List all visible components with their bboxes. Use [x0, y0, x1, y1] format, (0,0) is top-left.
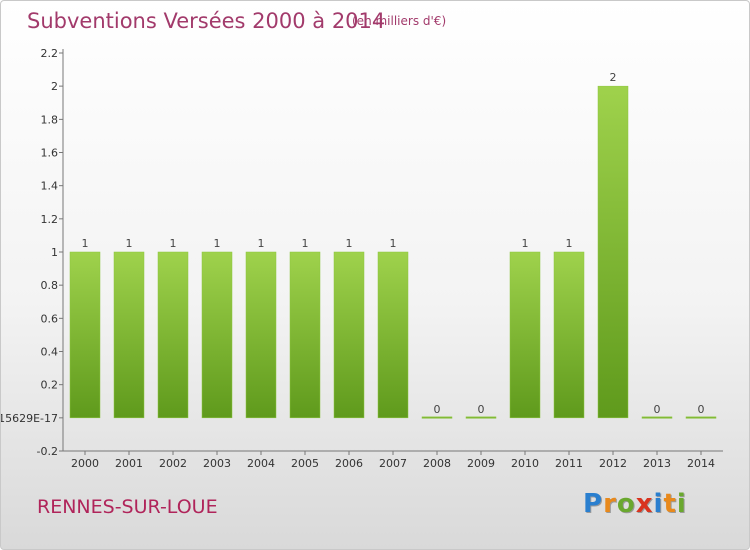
- x-tick-label: 2009: [467, 457, 495, 470]
- y-tick-label: -2.15629E-17: [1, 412, 58, 425]
- bar: [157, 251, 189, 419]
- x-tick-label: 2004: [247, 457, 275, 470]
- bar: [421, 416, 453, 419]
- bar: [553, 251, 585, 419]
- data-label: 1: [82, 237, 89, 250]
- data-label: 0: [698, 403, 705, 416]
- logo-letter: P: [583, 489, 604, 519]
- x-tick-label: 2000: [71, 457, 99, 470]
- data-label: 1: [170, 237, 177, 250]
- data-label: 0: [478, 403, 485, 416]
- bar: [377, 251, 409, 419]
- y-tick-label: 0.4: [41, 346, 59, 359]
- x-tick-label: 2007: [379, 457, 407, 470]
- x-tick-label: 2011: [555, 457, 583, 470]
- data-label: 1: [390, 237, 397, 250]
- bar: [289, 251, 321, 419]
- logo-letter: x: [635, 489, 654, 519]
- logo-letter: r: [603, 489, 617, 519]
- x-tick-label: 2001: [115, 457, 143, 470]
- data-label: 0: [654, 403, 661, 416]
- y-tick-label: 0.6: [41, 312, 59, 325]
- bar: [685, 416, 717, 419]
- y-tick-label: 1: [51, 246, 58, 259]
- data-label: 1: [126, 237, 133, 250]
- y-tick-label: 1.6: [41, 147, 59, 160]
- y-tick-label: 1.4: [41, 180, 59, 193]
- data-label: 1: [214, 237, 221, 250]
- bar: [509, 251, 541, 419]
- x-tick-label: 2008: [423, 457, 451, 470]
- logo-letter: t: [663, 489, 677, 519]
- x-tick-label: 2010: [511, 457, 539, 470]
- x-tick-label: 2006: [335, 457, 363, 470]
- x-tick-label: 2005: [291, 457, 319, 470]
- bar: [245, 251, 277, 419]
- proxiti-logo[interactable]: Proxiti: [583, 489, 687, 519]
- y-tick-label: 2.2: [41, 47, 59, 60]
- bar: [641, 416, 673, 419]
- bar: [465, 416, 497, 419]
- data-label: 1: [302, 237, 309, 250]
- bar: [69, 251, 101, 419]
- bar: [597, 85, 629, 419]
- y-tick-label: 2: [51, 80, 58, 93]
- y-tick-label: -0.2: [37, 445, 58, 458]
- y-tick-label: 0.2: [41, 379, 59, 392]
- x-tick-label: 2014: [687, 457, 715, 470]
- logo-letter: i: [676, 489, 687, 519]
- x-tick-label: 2012: [599, 457, 627, 470]
- chart-title: Subventions Versées 2000 à 2014: [27, 9, 386, 33]
- logo-letter: o: [616, 489, 636, 519]
- y-tick-label: 1.2: [41, 213, 59, 226]
- commune-name: RENNES-SUR-LOUE: [37, 496, 218, 518]
- logo-letter: i: [653, 489, 664, 519]
- data-label: 1: [522, 237, 529, 250]
- y-tick-label: 1.8: [41, 113, 59, 126]
- x-tick-label: 2013: [643, 457, 671, 470]
- chart-subtitle: (en milliers d'€): [352, 14, 447, 28]
- data-label: 1: [346, 237, 353, 250]
- data-label: 2: [610, 71, 617, 84]
- x-tick-label: 2003: [203, 457, 231, 470]
- data-label: 0: [434, 403, 441, 416]
- y-tick-label: 0.8: [41, 279, 59, 292]
- bar: [201, 251, 233, 419]
- data-label: 1: [258, 237, 265, 250]
- x-tick-label: 2002: [159, 457, 187, 470]
- bar: [113, 251, 145, 419]
- data-label: 1: [566, 237, 573, 250]
- bar: [333, 251, 365, 419]
